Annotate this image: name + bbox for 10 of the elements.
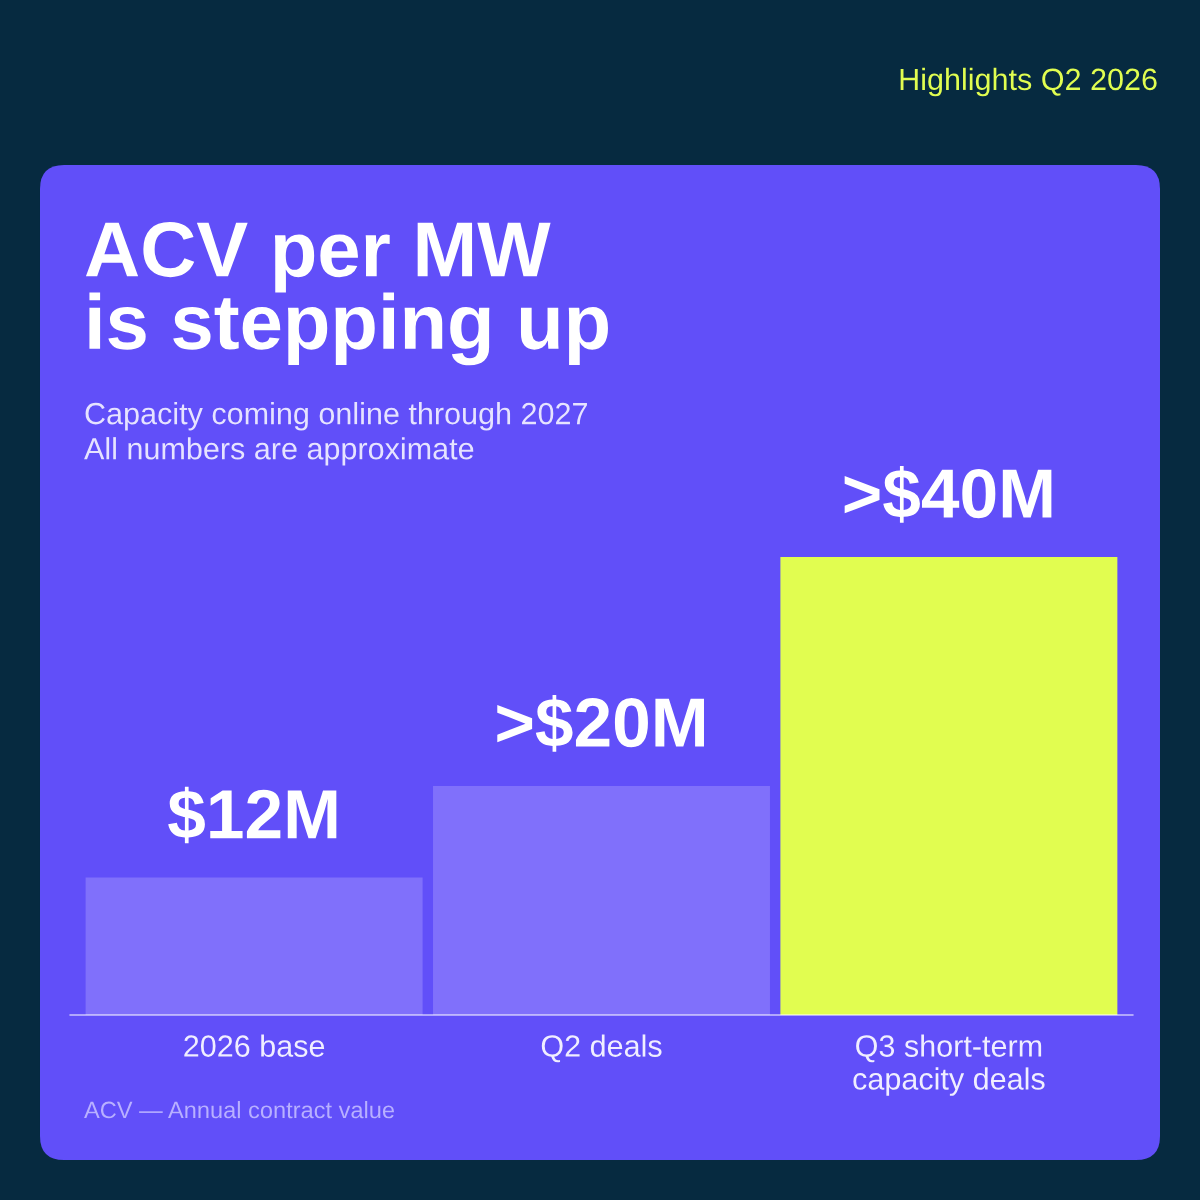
x-tick-label: Q3 short-term capacity deals (853, 1034, 1045, 1096)
text: Highlights Q2 2026 (900, 67, 1157, 97)
data-label: >$40M (844, 466, 1052, 523)
x-tick-label: Q2 deals (541, 1034, 662, 1063)
chart-subtitle: Capacity coming online through 2027 All numbers are approximate (84, 402, 587, 466)
chart-title: ACV per MW is stepping up (85, 222, 608, 366)
data-label: $12M (168, 786, 337, 844)
x-tick-label: 2026 base (184, 1034, 325, 1057)
data-label: >$20M (497, 695, 704, 752)
text: ACV — Annual contract value (84, 1100, 394, 1119)
